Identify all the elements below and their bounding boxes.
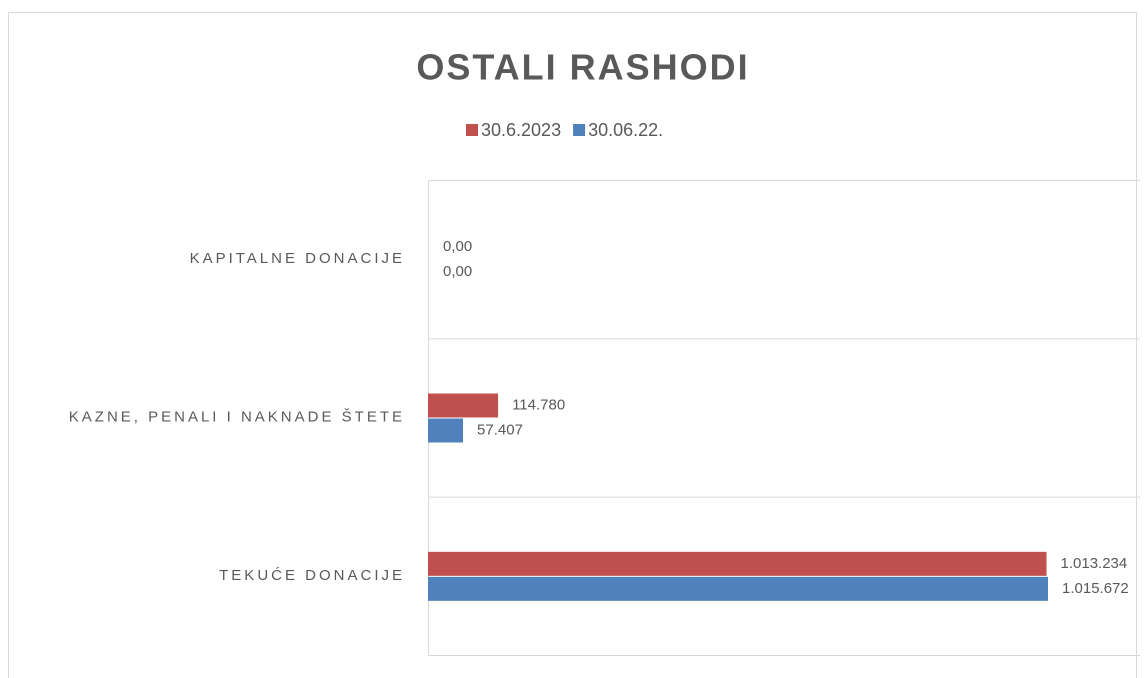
legend-swatch <box>466 124 478 136</box>
y-tick-label: TEKUĆE DONACIJE <box>219 567 405 584</box>
y-tick-label: KAPITALNE DONACIJE <box>190 250 405 267</box>
bar <box>428 551 1047 576</box>
legend-label: 30.06.22. <box>588 120 663 140</box>
chart-title: OSTALI RASHODI <box>416 47 749 88</box>
data-label: 0,00 <box>443 238 472 255</box>
bar <box>428 393 499 418</box>
data-label: 0,00 <box>443 263 472 280</box>
y-tick-label: KAZNE, PENALI I NAKNADE ŠTETE <box>69 408 405 425</box>
data-label: 114.780 <box>512 396 565 413</box>
data-label: 57.407 <box>477 421 523 438</box>
data-label: 1.015.672 <box>1062 580 1129 597</box>
bar <box>428 576 1049 601</box>
legend-swatch <box>573 124 586 136</box>
data-label: 1.013.234 <box>1061 555 1128 572</box>
bar <box>428 418 464 443</box>
legend-label: 30.6.2023 <box>481 120 561 140</box>
